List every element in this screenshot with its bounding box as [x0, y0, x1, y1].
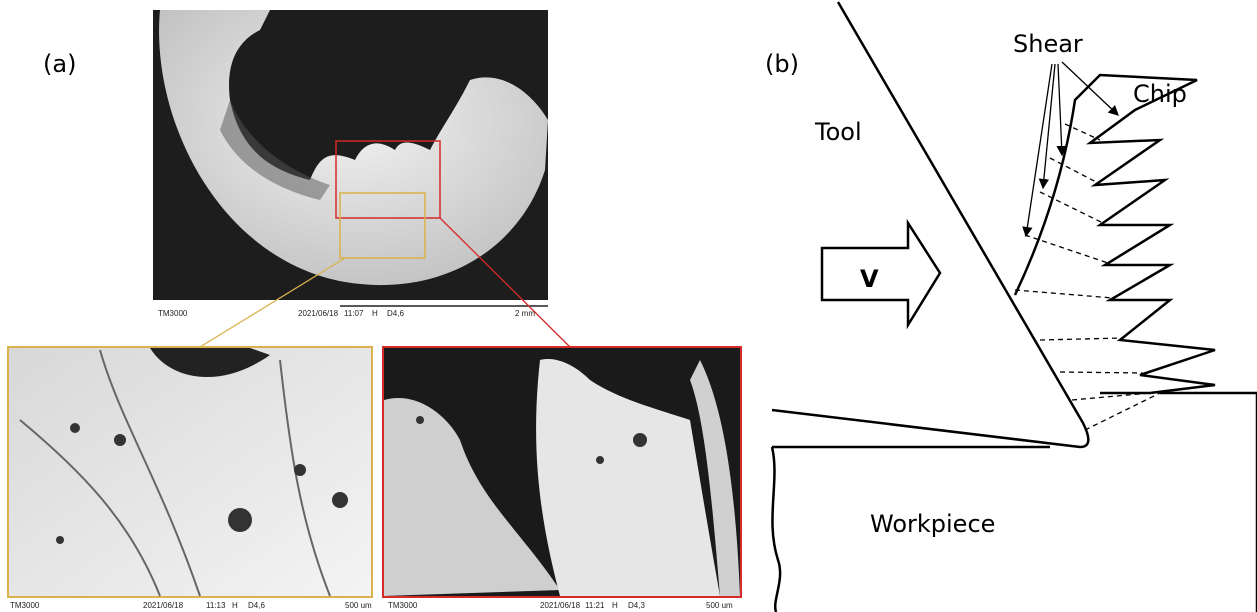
sem-caption: TM3000 2021/06/18 11:21 H D4,3 500 um	[388, 601, 733, 610]
scale: 500 um	[345, 601, 372, 610]
date: 2021/06/18	[298, 309, 339, 318]
instrument: TM3000	[158, 309, 188, 318]
time: 11:07	[344, 309, 364, 318]
time: 11:21	[585, 601, 605, 610]
velocity-label: V	[860, 265, 879, 293]
page: (a) TM3000 2021/06/18 11:07 H D4,6 2 mm …	[0, 0, 1257, 612]
date: 2021/06/18	[143, 601, 184, 610]
sem-image-left	[8, 347, 372, 597]
chip-label: Chip	[1133, 80, 1187, 108]
mode: H	[372, 309, 378, 318]
instrument: TM3000	[388, 601, 418, 610]
date: 2021/06/18	[540, 601, 581, 610]
sem-image-right	[383, 347, 741, 597]
sem-caption: TM3000 2021/06/18 11:13 H D4,6 500 um	[10, 601, 372, 610]
setting: D4,3	[628, 601, 645, 610]
mode: H	[612, 601, 618, 610]
instrument: TM3000	[10, 601, 40, 610]
setting: D4,6	[387, 309, 404, 318]
panel-label: (a)	[43, 50, 76, 78]
time: 11:13	[206, 601, 226, 610]
sem-caption: TM3000 2021/06/18 11:07 H D4,6 2 mm	[158, 306, 548, 318]
sem-image-top	[153, 10, 548, 300]
setting: D4,6	[248, 601, 265, 610]
shear-label: Shear	[1013, 30, 1083, 58]
panel-label: (b)	[765, 50, 799, 78]
workpiece-label: Workpiece	[870, 510, 995, 538]
scale: 500 um	[706, 601, 733, 610]
figure: (a) TM3000 2021/06/18 11:07 H D4,6 2 mm …	[0, 0, 1257, 612]
mode: H	[232, 601, 238, 610]
tool-label: Tool	[814, 118, 862, 146]
